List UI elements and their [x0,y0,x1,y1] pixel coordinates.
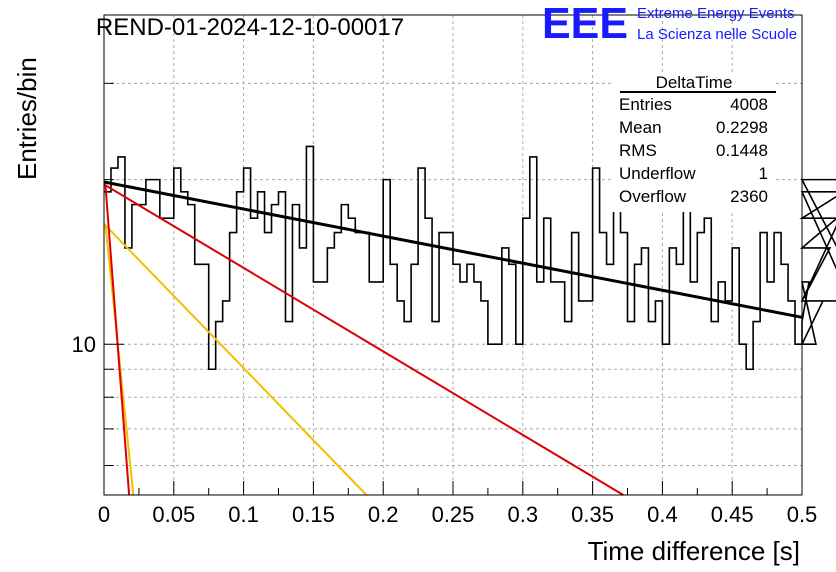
stats-label-rms: RMS [619,141,657,160]
stats-value-overflow: 2360 [730,187,768,206]
fit-curve-red [103,183,624,496]
x-tick-label: 0.25 [432,502,475,527]
stats-title: DeltaTime [656,73,733,92]
stats-label-underflow: Underflow [619,164,696,183]
histogram [104,145,836,371]
x-tick-label: 0.1 [228,502,259,527]
stats-label-mean: Mean [619,118,662,137]
histogram-steps [104,145,836,371]
stats-label-overflow: Overflow [619,187,687,206]
stats-label-entries: Entries [619,95,672,114]
axis-ticks [103,14,803,495]
x-tick-label: 0.4 [647,502,678,527]
fit-curves [103,180,803,496]
x-tick-label: 0 [98,502,110,527]
org-line-1: Extreme Energy Events [637,5,795,22]
x-tick-label: 0.3 [508,502,539,527]
x-tick-label: 0.45 [711,502,754,527]
stats-value-underflow: 1 [759,164,768,183]
x-tick-label: 0.35 [571,502,614,527]
fit-curve-main [103,180,803,319]
run-title: REND-01-2024-12-10-00017 [96,14,404,41]
x-axis-label: Time difference [s] [588,536,800,566]
x-tick-label: 0.15 [292,502,335,527]
stats-box-bg [612,72,776,212]
x-tick-label: 0.5 [787,502,818,527]
org-line-2: La Scienza nelle Scuole [637,26,797,43]
stats-value-rms: 0.1448 [716,141,768,160]
x-tick-label: 0.2 [368,502,399,527]
tick-labels: 0 0.05 0.1 0.15 0.2 0.25 0.3 0.35 0.4 0.45 0.5 10 [72,332,818,527]
y-axis-label: Entries/bin [12,57,42,180]
x-tick-label: 0.05 [152,502,195,527]
stats-box: DeltaTime Entries 4008 Mean 0.2298 RMS 0… [612,72,776,212]
stats-value-entries: 4008 [730,95,768,114]
fit-curve-red-short [104,184,131,496]
stats-value-mean: 0.2298 [716,118,768,137]
y-tick-label: 10 [72,332,96,357]
fit-curve-yellow-long [103,223,368,496]
eee-logo: EEE [542,0,628,48]
